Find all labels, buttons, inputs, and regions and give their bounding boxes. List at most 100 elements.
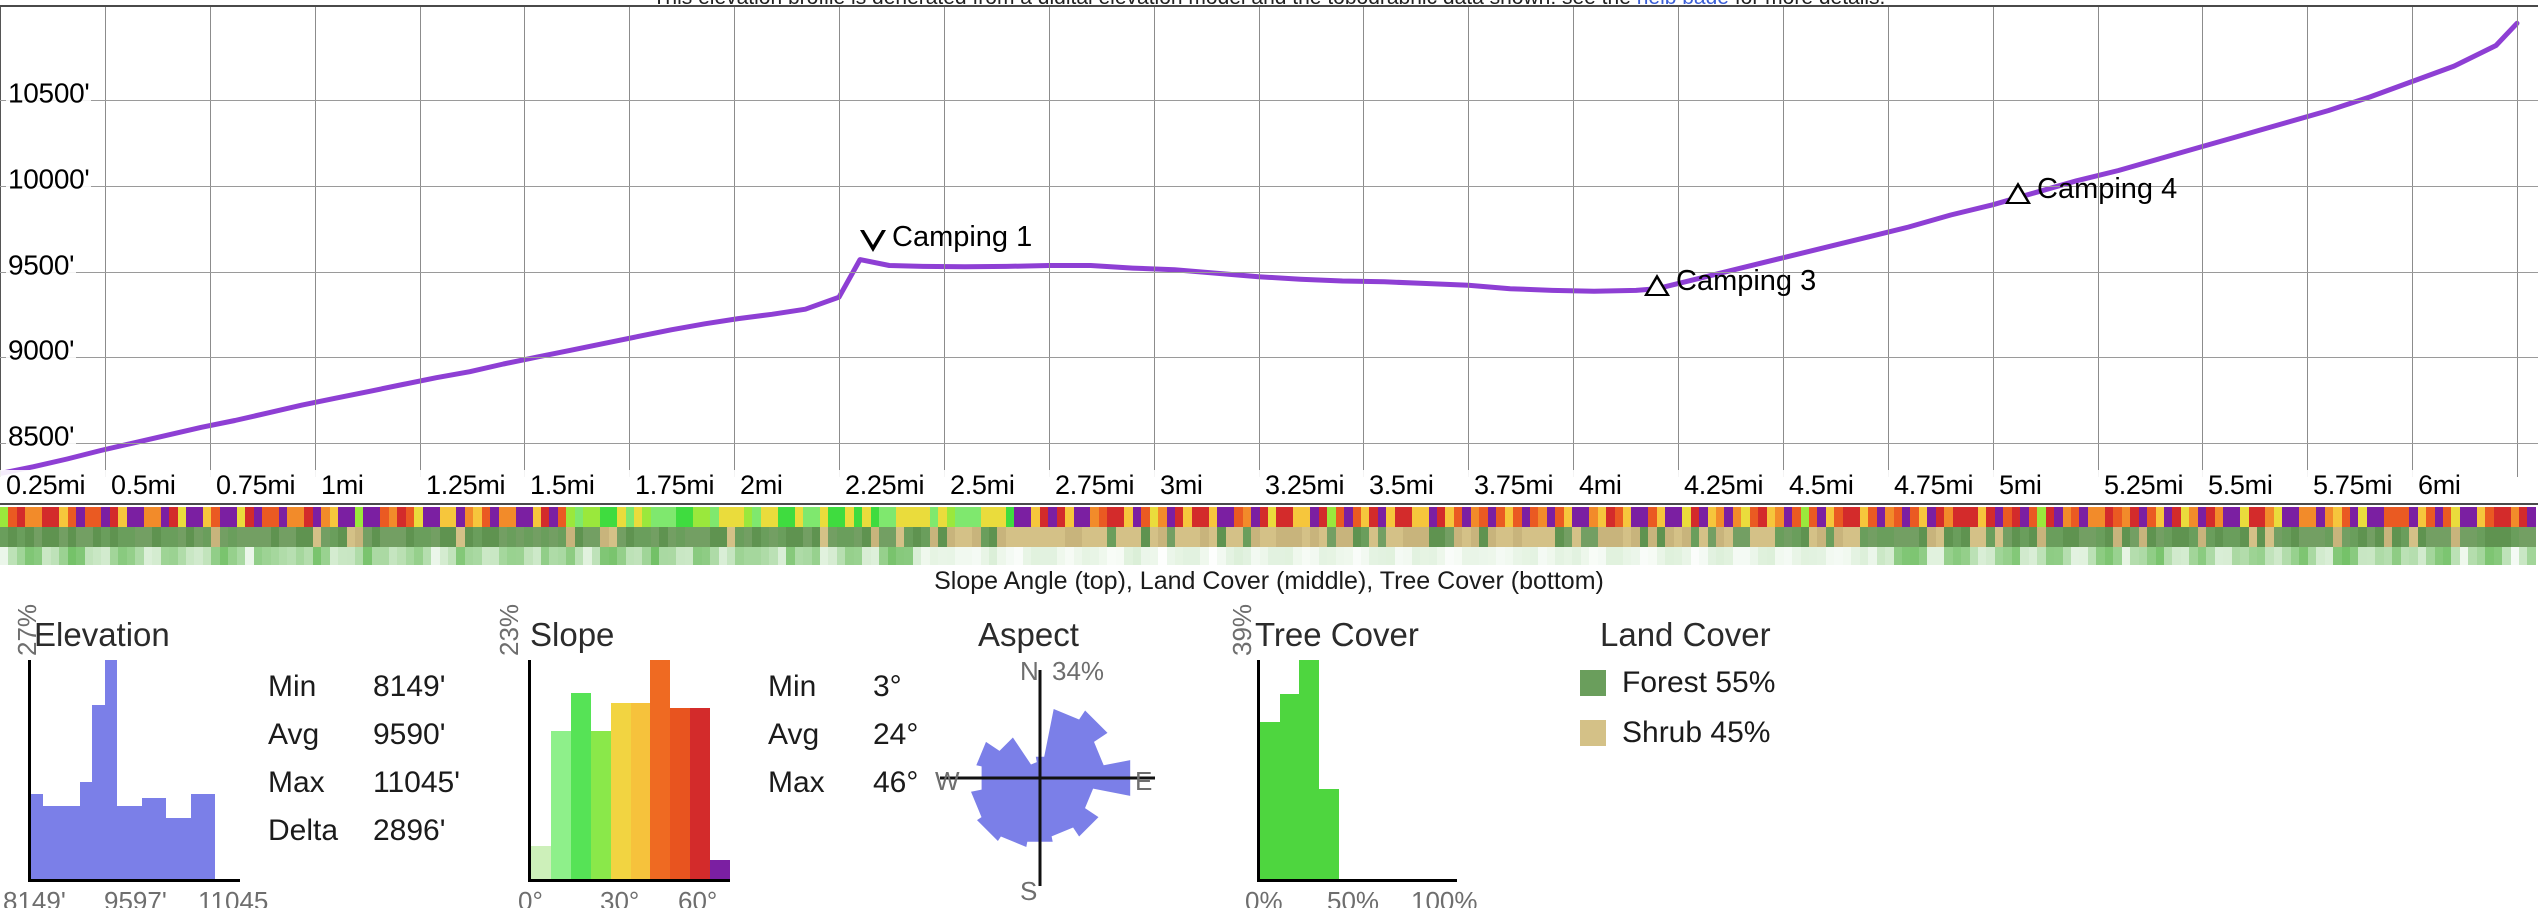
strip-cell [1969, 507, 1979, 527]
strip-cell [1504, 547, 1514, 565]
strip-cell [1031, 507, 1040, 527]
strip-cell [726, 547, 736, 565]
strip-cell [769, 547, 778, 565]
strip-cell [2527, 547, 2536, 565]
strip-cell [735, 507, 744, 527]
strip-cell [1470, 527, 1480, 547]
elevation-profile-chart[interactable]: 10500' 10000' 9500' 9000' 8500' Camping 1 Camp… [0, 5, 2538, 505]
strip-cell [101, 527, 110, 547]
strip-cell [50, 527, 60, 547]
strip-cell [1639, 507, 1649, 527]
profile-plot-area[interactable]: 10500' 10000' 9500' 9000' 8500' Camping 1 Camp… [0, 7, 2538, 477]
strip-cell [1893, 547, 1902, 565]
strip-cell [803, 547, 812, 565]
strip-cell [1893, 507, 1902, 527]
strip-cell [211, 547, 220, 565]
strip-cell [2476, 547, 2486, 565]
profile-x-label: 1mi [315, 470, 366, 501]
strip-cell [2054, 507, 2063, 527]
strip-cell [1056, 507, 1066, 527]
strip-cell [1327, 547, 1336, 565]
strip-cell [490, 527, 499, 547]
strip-cell [1800, 507, 1809, 527]
strip-cell [2375, 507, 2384, 527]
strip-cell [1580, 507, 1590, 527]
strip-cell [1082, 547, 1091, 565]
profile-x-label: 5.75mi [2307, 470, 2395, 501]
strip-cell [718, 507, 727, 527]
strip-cell [211, 527, 220, 547]
strip-cell [1834, 527, 1843, 547]
profile-x-label: 4.5mi [1783, 470, 1856, 501]
strip-cell [177, 507, 186, 527]
panel-slope-title: Slope [530, 616, 615, 653]
strip-cell [515, 527, 525, 547]
help-page-link[interactable]: help page [1637, 0, 1729, 4]
strip-cell [752, 507, 761, 527]
strip-cell [1234, 527, 1243, 547]
strip-cell [1631, 507, 1640, 527]
strip-cell [2502, 547, 2511, 565]
strip-cell [405, 527, 415, 547]
strip-cell [1978, 507, 1987, 527]
strip-cell [1749, 527, 1759, 547]
strip-cell [1546, 527, 1556, 547]
strip-cell [1082, 507, 1091, 527]
strip-cell [862, 507, 871, 527]
strip-cell [1353, 547, 1361, 565]
strip-cell [879, 527, 888, 547]
strip-cell [1978, 527, 1987, 547]
strip-cell [2468, 527, 2477, 547]
strip-cell [312, 527, 322, 547]
strip-cell [1918, 507, 1928, 527]
strip-cell [862, 547, 871, 565]
strip-cell [1606, 507, 1615, 527]
strip-cell [152, 527, 161, 547]
strip-cell [1166, 547, 1175, 565]
strip-cell [718, 547, 727, 565]
strip-cell [1335, 527, 1345, 547]
strip-cell [1597, 547, 1607, 565]
strip-cell [2519, 527, 2528, 547]
strip-cell [1513, 547, 1522, 565]
strip-cell [2349, 547, 2359, 565]
strip-cell [236, 507, 246, 527]
strip-cell [2282, 507, 2291, 527]
strip-cell [1141, 507, 1150, 527]
strip-cell [515, 507, 525, 527]
strip-cell [752, 527, 761, 547]
strip-cell [202, 527, 212, 547]
strip-cell [2231, 507, 2241, 527]
strip-cell [25, 547, 34, 565]
strip-cell [2214, 547, 2224, 565]
strip-cell [253, 547, 263, 565]
strip-cell [2003, 547, 2012, 565]
histogram-bar [178, 818, 191, 879]
strip-cell [388, 547, 398, 565]
strip-cell [1817, 547, 1826, 565]
strip-cell [2392, 527, 2401, 547]
strip-cell [2341, 507, 2350, 527]
strip-cell [2045, 547, 2055, 565]
strip-cell [1876, 547, 1886, 565]
stat-value: 2896' [373, 814, 446, 847]
strip-cell [1301, 527, 1311, 547]
strip-cell [2459, 527, 2469, 547]
elevation-histogram-bars [31, 660, 240, 879]
strip-cell [67, 507, 77, 527]
strip-cell [355, 527, 364, 547]
strip-cell [1910, 547, 1919, 565]
strip-cell [532, 507, 541, 527]
strip-cell [439, 547, 449, 565]
strip-cell [16, 547, 26, 565]
strip-cell [270, 547, 279, 565]
strip-cell [0, 547, 9, 565]
strip-cell [1200, 547, 1209, 565]
strip-cell [2493, 527, 2503, 547]
strip-cell [1682, 507, 1691, 527]
histogram-bar [710, 859, 731, 879]
strip-cell [2265, 507, 2274, 527]
profile-gridline-v [944, 7, 945, 477]
camping-marker-label: Camping 4 [2037, 173, 2178, 205]
strip-cell [1301, 507, 1311, 527]
